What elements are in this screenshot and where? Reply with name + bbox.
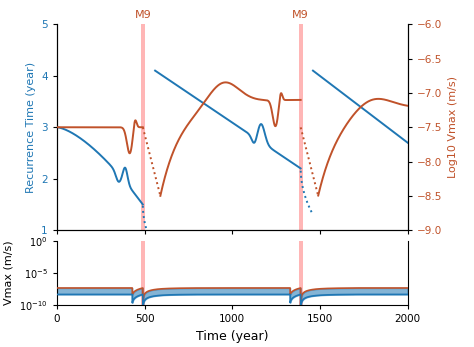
Bar [299,24,303,230]
Y-axis label: Recurrence Time (year): Recurrence Time (year) [26,62,36,193]
Y-axis label: Vmax (m/s): Vmax (m/s) [4,241,14,305]
Bar [141,24,145,230]
Text: M9: M9 [292,10,309,20]
X-axis label: Time (year): Time (year) [196,330,268,343]
Y-axis label: Log10 Vmax (m/s): Log10 Vmax (m/s) [447,76,457,178]
Text: M9: M9 [135,10,151,20]
Bar [141,241,145,305]
Bar [299,241,303,305]
